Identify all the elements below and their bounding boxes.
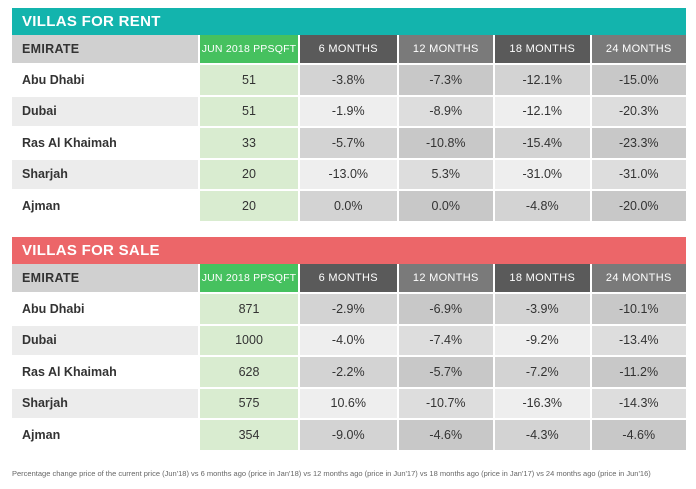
price-cell: 51: [198, 94, 300, 126]
change-18m-cell: -16.3%: [493, 386, 590, 418]
change-6m-cell: -9.0%: [300, 418, 397, 450]
table-row: Ajman 354 -9.0% -4.6% -4.3% -4.6%: [12, 418, 686, 450]
table-row: Ras Al Khaimah 628 -2.2% -5.7% -7.2% -11…: [12, 355, 686, 387]
sale-table: EMIRATE JUN 2018 PPSQFT 6 MONTHS 12 MONT…: [12, 264, 686, 450]
change-6m-cell: 0.0%: [300, 189, 397, 221]
change-6m-cell: -2.2%: [300, 355, 397, 387]
sale-header-price: JUN 2018 PPSQFT: [198, 264, 300, 292]
change-6m-cell: 10.6%: [300, 386, 397, 418]
price-cell: 628: [198, 355, 300, 387]
change-12m-cell: -4.6%: [396, 418, 493, 450]
change-6m-cell: -2.9%: [300, 292, 397, 324]
emirate-cell: Ajman: [12, 189, 198, 221]
change-12m-cell: 5.3%: [396, 157, 493, 189]
rent-header-emirate: EMIRATE: [12, 35, 198, 63]
table-row: Ajman 20 0.0% 0.0% -4.8% -20.0%: [12, 189, 686, 221]
emirate-cell: Abu Dhabi: [12, 292, 198, 324]
change-18m-cell: -31.0%: [493, 157, 590, 189]
change-24m-cell: -10.1%: [589, 292, 686, 324]
emirate-cell: Sharjah: [12, 157, 198, 189]
sale-header-12-months: 12 MONTHS: [396, 264, 493, 292]
change-6m-cell: -4.0%: [300, 323, 397, 355]
change-24m-cell: -20.0%: [589, 189, 686, 221]
change-24m-cell: -31.0%: [589, 157, 686, 189]
price-cell: 20: [198, 189, 300, 221]
table-row: Dubai 1000 -4.0% -7.4% -9.2% -13.4%: [12, 323, 686, 355]
change-12m-cell: -5.7%: [396, 355, 493, 387]
change-18m-cell: -4.3%: [493, 418, 590, 450]
sale-header-row: EMIRATE JUN 2018 PPSQFT 6 MONTHS 12 MONT…: [12, 264, 686, 292]
price-cell: 575: [198, 386, 300, 418]
emirate-cell: Dubai: [12, 94, 198, 126]
change-24m-cell: -23.3%: [589, 126, 686, 158]
change-6m-cell: -13.0%: [300, 157, 397, 189]
footnote: Percentage change price of the current p…: [12, 469, 651, 478]
change-24m-cell: -15.0%: [589, 63, 686, 95]
emirate-cell: Dubai: [12, 323, 198, 355]
rent-header-18-months: 18 MONTHS: [493, 35, 590, 63]
change-6m-cell: -5.7%: [300, 126, 397, 158]
change-18m-cell: -12.1%: [493, 63, 590, 95]
change-24m-cell: -4.6%: [589, 418, 686, 450]
table-row: Abu Dhabi 871 -2.9% -6.9% -3.9% -10.1%: [12, 292, 686, 324]
emirate-cell: Sharjah: [12, 386, 198, 418]
change-24m-cell: -13.4%: [589, 323, 686, 355]
emirate-cell: Ajman: [12, 418, 198, 450]
rent-header-row: EMIRATE JUN 2018 PPSQFT 6 MONTHS 12 MONT…: [12, 35, 686, 63]
price-cell: 871: [198, 292, 300, 324]
change-6m-cell: -3.8%: [300, 63, 397, 95]
table-row: Abu Dhabi 51 -3.8% -7.3% -12.1% -15.0%: [12, 63, 686, 95]
sale-section-title: VILLAS FOR SALE: [12, 237, 686, 264]
change-12m-cell: 0.0%: [396, 189, 493, 221]
sale-header-6-months: 6 MONTHS: [300, 264, 397, 292]
rent-header-price: JUN 2018 PPSQFT: [198, 35, 300, 63]
change-18m-cell: -15.4%: [493, 126, 590, 158]
change-12m-cell: -10.7%: [396, 386, 493, 418]
change-24m-cell: -11.2%: [589, 355, 686, 387]
change-12m-cell: -7.3%: [396, 63, 493, 95]
rent-header-24-months: 24 MONTHS: [589, 35, 686, 63]
rent-header-12-months: 12 MONTHS: [396, 35, 493, 63]
price-cell: 20: [198, 157, 300, 189]
change-18m-cell: -3.9%: [493, 292, 590, 324]
change-12m-cell: -8.9%: [396, 94, 493, 126]
emirate-cell: Ras Al Khaimah: [12, 355, 198, 387]
table-row: Dubai 51 -1.9% -8.9% -12.1% -20.3%: [12, 94, 686, 126]
change-18m-cell: -12.1%: [493, 94, 590, 126]
change-18m-cell: -9.2%: [493, 323, 590, 355]
change-18m-cell: -4.8%: [493, 189, 590, 221]
sale-header-18-months: 18 MONTHS: [493, 264, 590, 292]
emirate-cell: Ras Al Khaimah: [12, 126, 198, 158]
change-12m-cell: -7.4%: [396, 323, 493, 355]
change-12m-cell: -6.9%: [396, 292, 493, 324]
price-cell: 354: [198, 418, 300, 450]
change-24m-cell: -20.3%: [589, 94, 686, 126]
rent-table: EMIRATE JUN 2018 PPSQFT 6 MONTHS 12 MONT…: [12, 35, 686, 221]
rent-section-title: VILLAS FOR RENT: [12, 8, 686, 35]
price-cell: 51: [198, 63, 300, 95]
emirate-cell: Abu Dhabi: [12, 63, 198, 95]
price-cell: 33: [198, 126, 300, 158]
sale-header-emirate: EMIRATE: [12, 264, 198, 292]
table-row: Ras Al Khaimah 33 -5.7% -10.8% -15.4% -2…: [12, 126, 686, 158]
change-12m-cell: -10.8%: [396, 126, 493, 158]
rent-header-6-months: 6 MONTHS: [300, 35, 397, 63]
table-row: Sharjah 20 -13.0% 5.3% -31.0% -31.0%: [12, 157, 686, 189]
change-18m-cell: -7.2%: [493, 355, 590, 387]
table-row: Sharjah 575 10.6% -10.7% -16.3% -14.3%: [12, 386, 686, 418]
change-24m-cell: -14.3%: [589, 386, 686, 418]
change-6m-cell: -1.9%: [300, 94, 397, 126]
villas-for-sale-section: VILLAS FOR SALE EMIRATE JUN 2018 PPSQFT …: [12, 237, 686, 450]
sale-header-24-months: 24 MONTHS: [589, 264, 686, 292]
villas-for-rent-section: VILLAS FOR RENT EMIRATE JUN 2018 PPSQFT …: [12, 8, 686, 221]
price-cell: 1000: [198, 323, 300, 355]
